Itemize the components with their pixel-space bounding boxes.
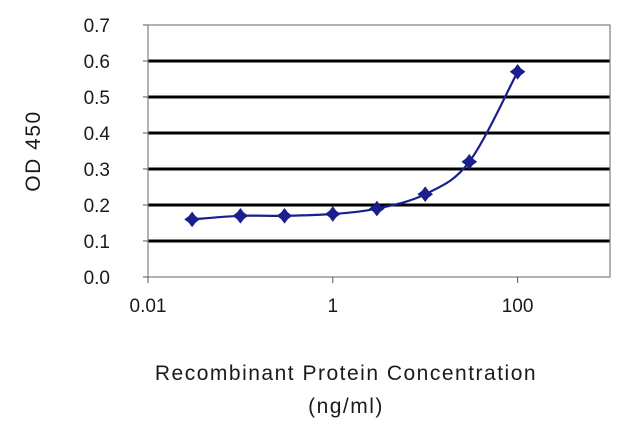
data-point — [232, 207, 249, 224]
y-axis-title: OD 450 — [22, 110, 45, 191]
y-tick-label: 0.4 — [84, 124, 111, 145]
y-tick-label: 0.0 — [84, 268, 110, 289]
data-point — [461, 153, 478, 170]
x-axis-tick-labels: 0.01 1 100 — [130, 296, 534, 317]
x-tick-label: 0.01 — [130, 296, 167, 317]
y-axis-tick-labels: 0.0 0.1 0.2 0.3 0.4 0.5 0.6 0.7 — [84, 16, 111, 289]
y-tick-label: 0.1 — [84, 232, 110, 253]
data-point — [324, 206, 341, 222]
y-axis-tick-marks — [143, 24, 148, 278]
x-axis-title-unit: (ng/ml) — [308, 395, 384, 418]
y-tick-label: 0.5 — [84, 88, 110, 109]
y-tick-label: 0.6 — [84, 52, 110, 73]
x-axis-tick-marks — [147, 277, 519, 283]
plot-background — [148, 25, 610, 277]
x-tick-label: 1 — [328, 296, 339, 317]
x-tick-label: 100 — [502, 296, 534, 317]
data-point — [509, 63, 526, 80]
data-point — [276, 207, 293, 224]
horizontal-gridlines — [148, 59, 610, 243]
data-point — [417, 186, 434, 203]
y-tick-label: 0.7 — [84, 16, 110, 37]
data-point — [184, 211, 200, 228]
y-tick-label: 0.2 — [84, 196, 110, 217]
y-tick-label: 0.3 — [84, 160, 110, 181]
data-point — [369, 200, 385, 217]
series-markers — [184, 63, 526, 228]
x-axis-title: Recombinant Protein Concentration — [155, 362, 537, 385]
plot-frame — [147, 24, 611, 278]
